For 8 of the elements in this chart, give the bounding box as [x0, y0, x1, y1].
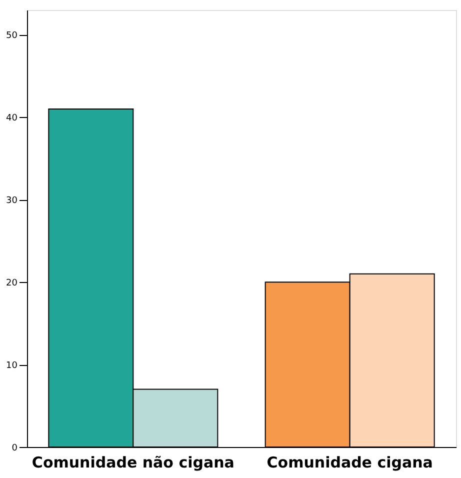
y-tick-label: 10 — [6, 361, 18, 372]
y-tick-label: 50 — [6, 31, 18, 42]
y-tick-label: 0 — [12, 444, 18, 454]
y-tick-label: 40 — [6, 114, 18, 124]
y-tick-label: 20 — [6, 278, 18, 289]
y-tick-label: 30 — [6, 196, 18, 206]
x-tick-label: Comunidade não cigana — [32, 454, 234, 472]
x-tick-label: Comunidade cigana — [266, 454, 433, 472]
